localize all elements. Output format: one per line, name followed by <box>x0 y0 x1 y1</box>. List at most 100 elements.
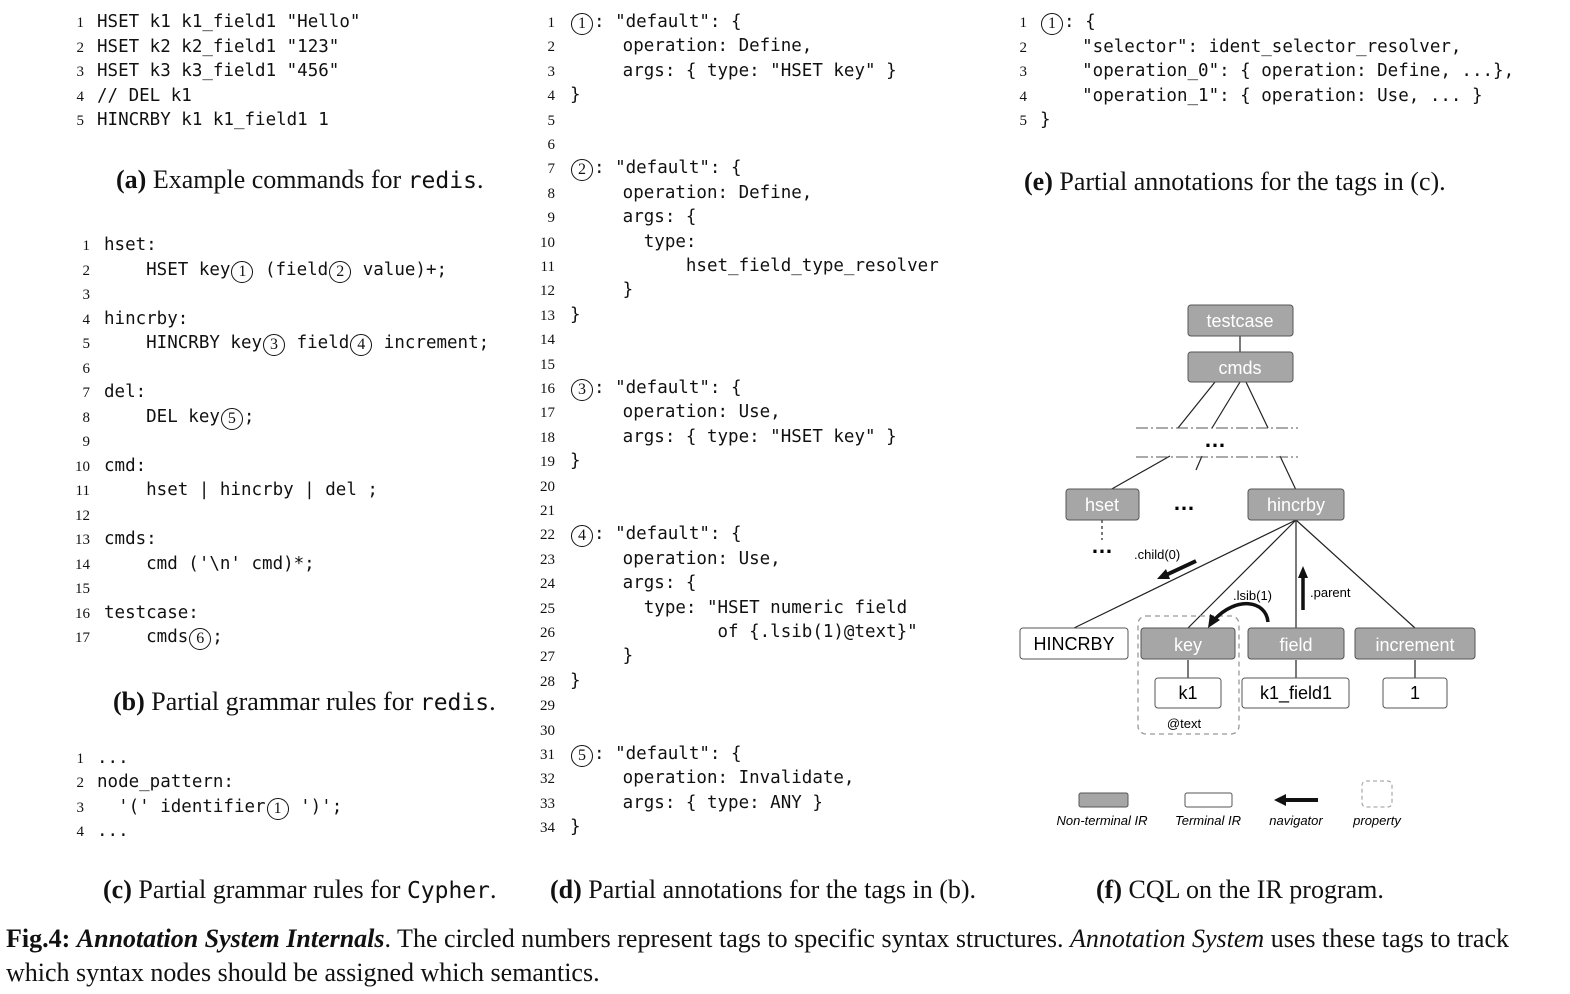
code-line: '(' identifier 1 ')'; <box>97 797 342 820</box>
code-text: operation: Define, <box>570 182 813 203</box>
line-number: 4 <box>82 311 91 328</box>
code-line: } <box>570 646 634 667</box>
tag-circle: 1 <box>266 797 289 820</box>
code-line: 5: "default": { <box>570 744 742 767</box>
tag-circle: 1 <box>231 260 254 283</box>
line-number: 7 <box>82 385 91 401</box>
code-line: HINCRBY key 3 field 4 increment; <box>104 333 489 356</box>
code-line: cmds 6; <box>104 627 223 650</box>
node-hincrby: hincrby <box>1247 488 1345 521</box>
node-testcase: testcase <box>1187 304 1294 337</box>
line-number: 29 <box>540 698 555 715</box>
code-text: : "default": { <box>594 12 742 32</box>
code-text: args: { <box>570 207 697 228</box>
code-text: : "default": { <box>594 378 742 398</box>
code-line: args: { <box>570 573 697 593</box>
code-text: : "default": { <box>594 524 742 545</box>
line-number: 11 <box>540 259 555 275</box>
code-line: } <box>570 305 581 325</box>
line-number: 31 <box>540 747 555 763</box>
line-number: 4 <box>1019 88 1028 105</box>
code-text: HSET k3 k3_field1 "456" <box>97 61 340 81</box>
ellipsis-band: … <box>1204 427 1226 452</box>
code-text: operation: Invalidate, <box>570 768 855 789</box>
navigator-lsib1: .lsib(1) <box>1208 588 1272 628</box>
legend-property-swatch <box>1361 780 1393 808</box>
code-line: args: { <box>570 207 697 228</box>
figure-caption: Fig.4: Annotation System Internals. The … <box>6 924 1509 987</box>
svg-text:k1: k1 <box>1178 683 1197 703</box>
svg-text:.parent: .parent <box>1310 585 1351 600</box>
line-number: 6 <box>547 137 556 153</box>
navigator-parent: .parent <box>1298 566 1351 610</box>
node-k1_field1: k1_field1 <box>1241 677 1350 709</box>
code-text: } <box>570 85 581 106</box>
caption-c: (c) Partial grammar rules for Cypher. <box>103 875 497 904</box>
line-number: 17 <box>75 630 90 646</box>
line-number: 1 <box>76 15 85 31</box>
line-number: 2 <box>547 39 556 56</box>
code-line: operation: Use, <box>570 402 781 422</box>
node-key: key <box>1140 627 1236 660</box>
node-hset: hset <box>1065 488 1140 521</box>
line-number: 3 <box>82 287 91 303</box>
line-number: 2 <box>82 262 91 279</box>
code-text: ; <box>212 627 223 647</box>
line-number: 13 <box>75 532 90 548</box>
code-line: hincrby: <box>104 309 188 329</box>
code-line: } <box>570 817 581 837</box>
caption-e: (e) Partial annotations for the tags in … <box>1024 167 1446 196</box>
svg-text:key: key <box>1174 635 1202 655</box>
code-line: of {.lsib(1)@text}" <box>570 622 918 642</box>
code-text: cmd ('\n' cmd)*; <box>104 553 315 574</box>
line-number: 6 <box>82 360 91 377</box>
ellipsis-siblings: … <box>1173 490 1195 515</box>
code-line: operation: Define, <box>570 182 813 203</box>
code-text: of {.lsib(1)@text}" <box>570 622 918 642</box>
code-text: operation: Use, <box>570 548 781 569</box>
code-line: HSET key 1 (field 2 value)+; <box>104 260 447 283</box>
line-number: 1 <box>547 15 556 31</box>
code-line: HSET k1 k1_field1 "Hello" <box>97 12 360 32</box>
code-line: HINCRBY k1 k1_field1 1 <box>97 110 329 130</box>
code-line: operation: Use, <box>570 549 781 569</box>
tag-circle: 4 <box>571 525 593 548</box>
node-increment: increment <box>1354 627 1476 660</box>
line-number: 16 <box>540 381 555 397</box>
code-text: del: <box>104 382 147 402</box>
code-text: ... <box>97 821 129 842</box>
code-text: hset_field_type_resolver <box>570 256 939 276</box>
code-text: increment; <box>373 333 490 353</box>
svg-text:Terminal IR: Terminal IR <box>1175 813 1241 828</box>
svg-text:hincrby: hincrby <box>1267 495 1325 515</box>
legend: Non-terminal IR Terminal IR navigator pr… <box>1056 780 1402 828</box>
code-line: } <box>570 451 581 471</box>
code-text: : { <box>1064 12 1096 32</box>
line-number: 21 <box>540 503 555 519</box>
code-text: '(' identifier <box>97 796 266 817</box>
caption-f: (f) CQL on the IR program. <box>1096 875 1384 904</box>
code-text: } <box>570 646 634 667</box>
code-text: operation: Define, <box>570 36 813 57</box>
line-number: 12 <box>540 283 555 300</box>
code-text: DEL key <box>104 406 220 427</box>
line-number: 9 <box>547 210 556 227</box>
code-text: cmds <box>104 627 189 647</box>
code-line: type: <box>570 232 697 252</box>
line-number: 28 <box>540 673 555 690</box>
line-number: 3 <box>76 799 85 816</box>
tag-circle: 3 <box>571 379 593 401</box>
code-line: 3: "default": { <box>570 378 742 401</box>
code-line: testcase: <box>104 603 199 623</box>
line-number: 34 <box>540 820 555 837</box>
tag-circle: 2 <box>571 159 593 182</box>
code-line: // DEL k1 <box>97 86 192 106</box>
code-text: "operation_0": { operation: Define, ...}… <box>1040 61 1515 81</box>
collapsed-band <box>1136 427 1298 458</box>
code-text: HSET k1 k1_field1 "Hello" <box>97 12 361 32</box>
svg-text:Non-terminal IR: Non-terminal IR <box>1056 813 1147 828</box>
code-text: ')'; <box>289 796 343 817</box>
svg-text:.child(0): .child(0) <box>1134 547 1180 562</box>
line-number: 5 <box>82 336 91 352</box>
line-number: 4 <box>76 88 85 105</box>
